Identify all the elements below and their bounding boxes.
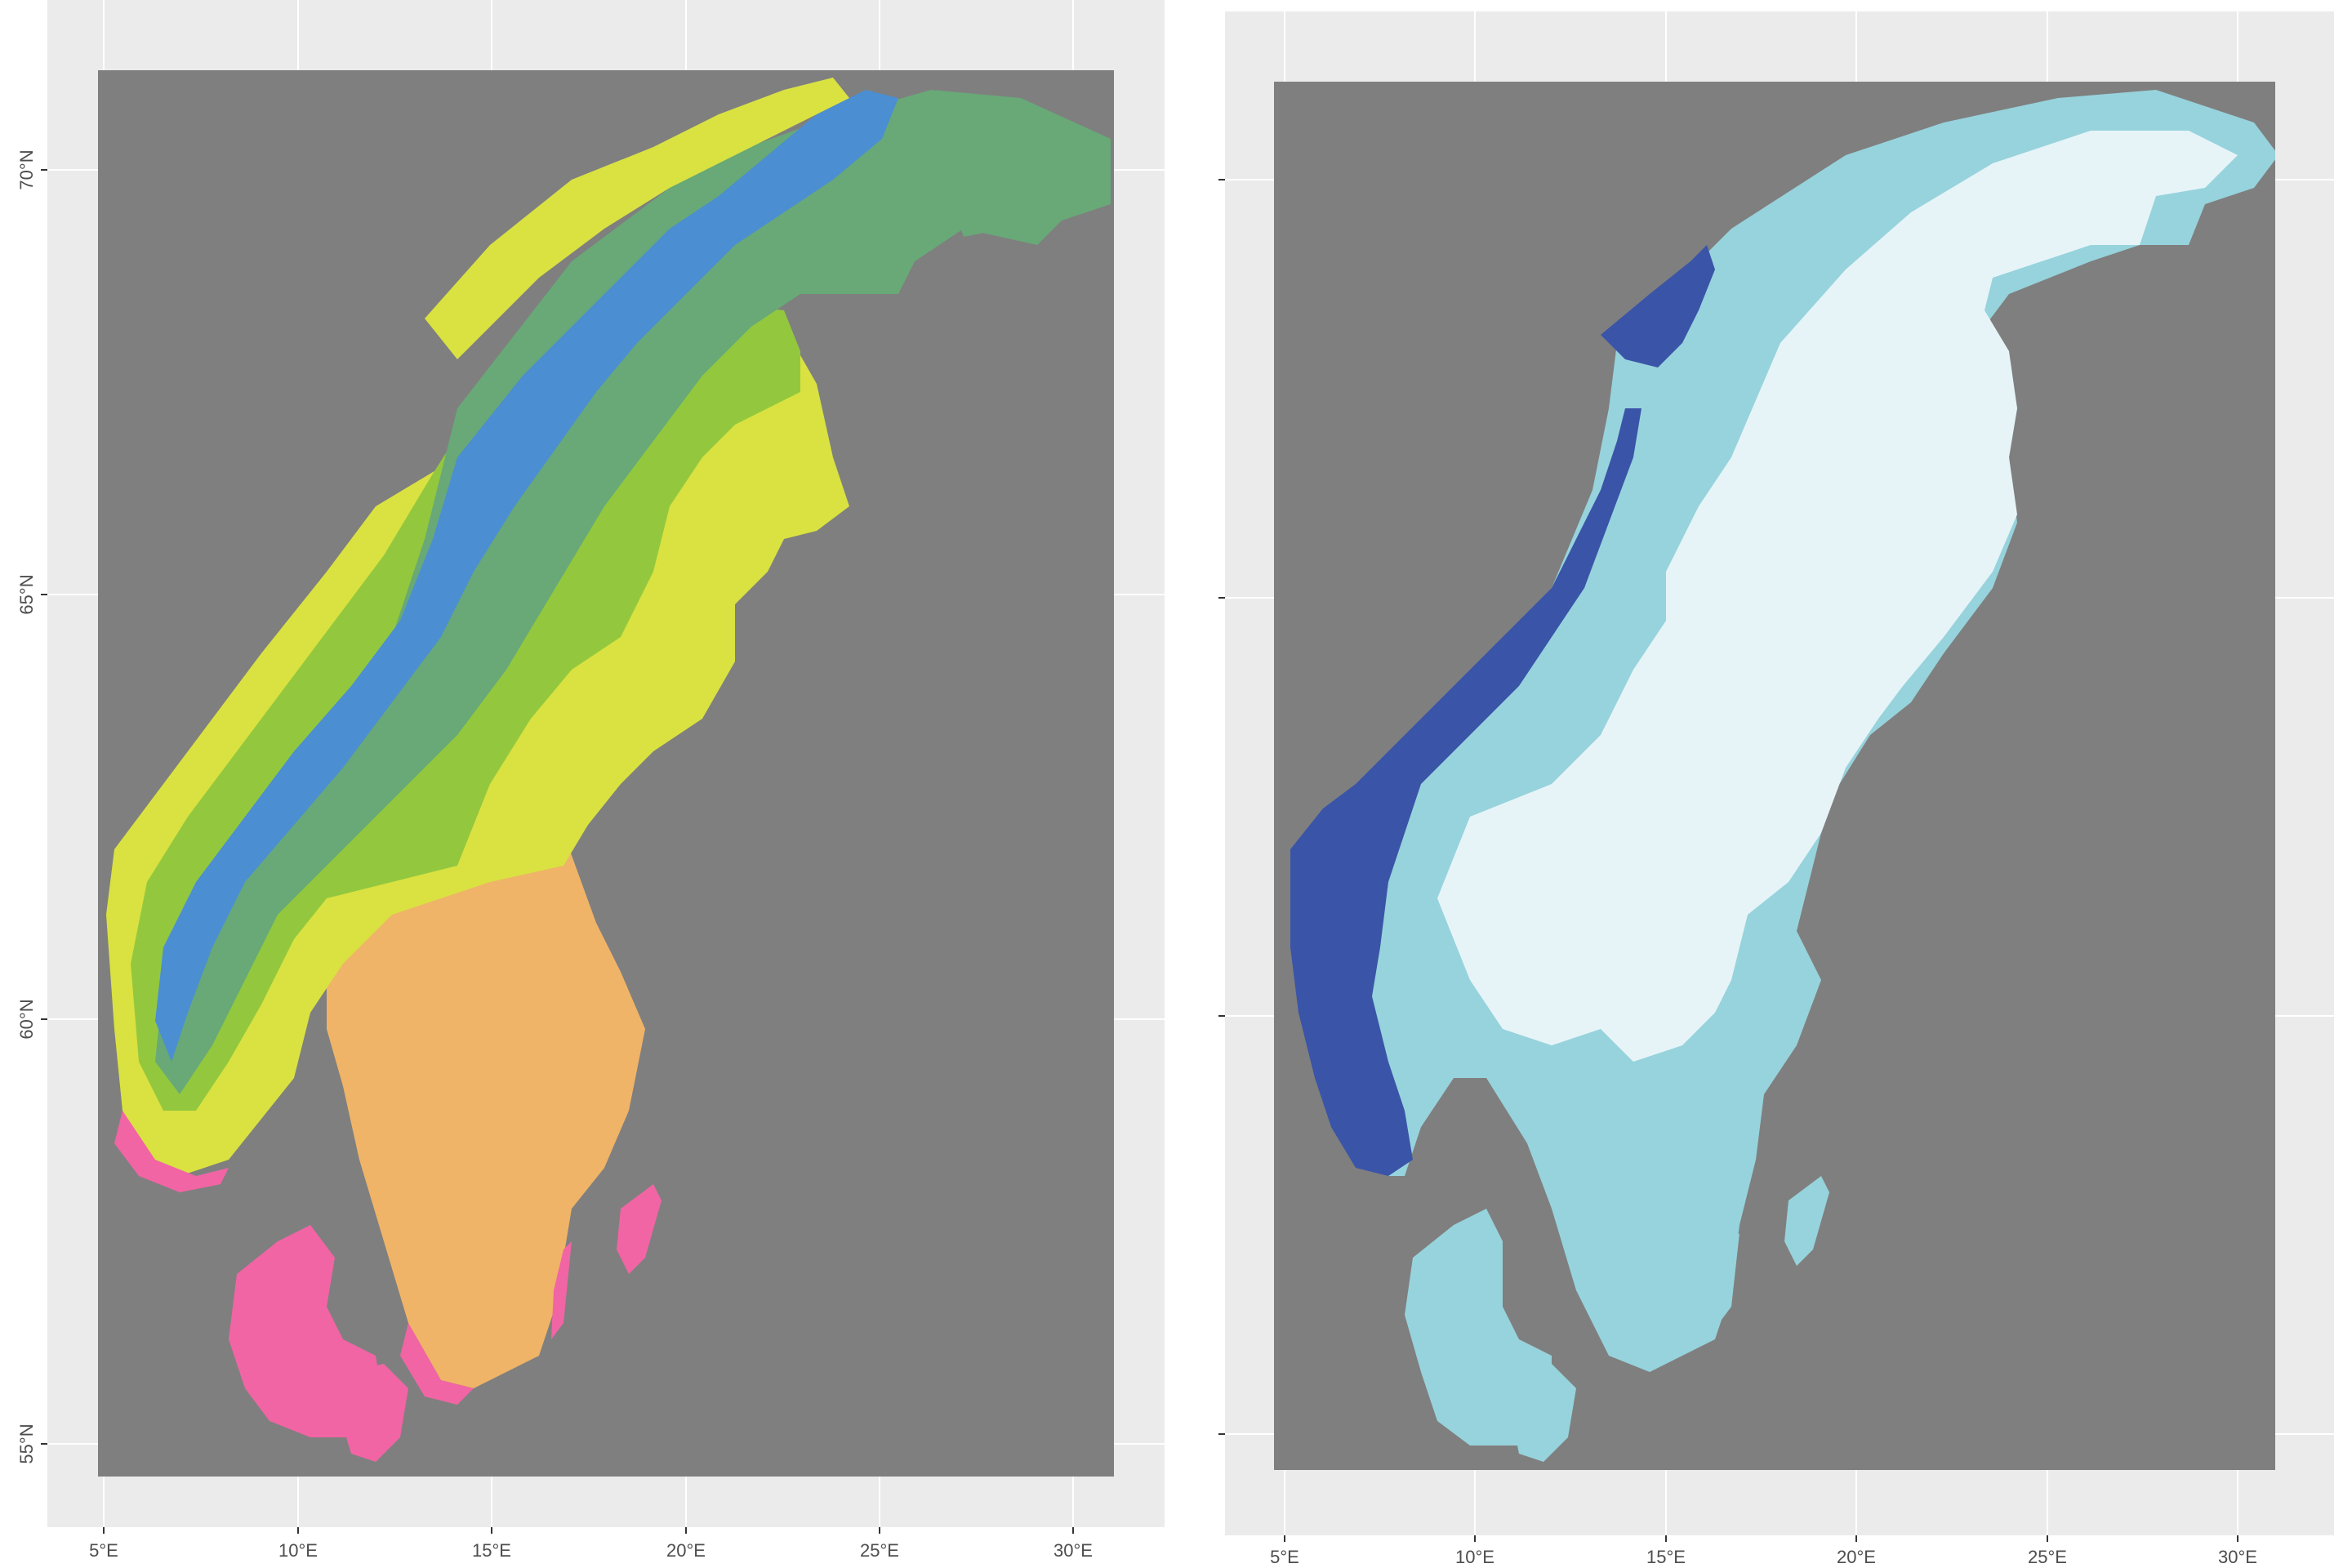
land-oland xyxy=(1719,1233,1740,1323)
x-tick-label: 5°E xyxy=(1270,1547,1299,1567)
land-north-coast xyxy=(425,78,849,359)
x-tick-label: 5°E xyxy=(89,1540,118,1561)
x-tick-label: 20°E xyxy=(666,1540,706,1561)
y-axis-ticks-right xyxy=(1218,179,1225,1435)
x-tick-label: 15°E xyxy=(472,1540,511,1561)
left-map-panel: 5°E 10°E 15°E 20°E 25°E 30°E 55°N 60°N 6… xyxy=(16,0,1165,1561)
y-axis-labels-left: 55°N 60°N 65°N 70°N xyxy=(16,149,37,1463)
land-finnmark xyxy=(939,155,1111,245)
y-tick-label: 55°N xyxy=(16,1423,37,1463)
land-very-light-cyan xyxy=(1437,131,2238,1062)
x-axis-labels-left: 5°E 10°E 15°E 20°E 25°E 30°E xyxy=(89,1540,1093,1561)
land-zealand xyxy=(339,1364,408,1462)
land-oland xyxy=(551,1241,572,1339)
right-map-panel: 5°E 10°E 15°E 20°E 25°E 30°E xyxy=(1218,11,2334,1567)
y-tick-label: 65°N xyxy=(16,574,37,614)
x-tick-label: 30°E xyxy=(1054,1540,1093,1561)
land-denmark xyxy=(1405,1209,1552,1446)
y-tick-label: 70°N xyxy=(16,149,37,189)
scandinavia-raster-left xyxy=(106,78,1111,1462)
x-tick-label: 25°E xyxy=(860,1540,899,1561)
x-tick-label: 10°E xyxy=(278,1540,318,1561)
land-sw-rim xyxy=(114,1111,229,1192)
land-orange xyxy=(327,817,645,1388)
x-axis-ticks-right xyxy=(1284,1535,2238,1542)
land-gotland xyxy=(617,1184,662,1274)
x-tick-label: 30°E xyxy=(2218,1547,2257,1567)
x-tick-label: 10°E xyxy=(1455,1547,1494,1567)
x-axis-ticks-left xyxy=(103,1527,1074,1534)
land-dark-blue-lofoten xyxy=(1601,245,1715,368)
x-axis-labels-right: 5°E 10°E 15°E 20°E 25°E 30°E xyxy=(1270,1547,2257,1567)
x-tick-label: 20°E xyxy=(1837,1547,1876,1567)
scandinavia-raster-right xyxy=(1290,90,2275,1462)
y-axis-ticks-left xyxy=(41,169,47,1445)
x-tick-label: 15°E xyxy=(1646,1547,1686,1567)
y-tick-label: 60°N xyxy=(16,999,37,1039)
land-dark-blue-coast xyxy=(1290,408,1642,1176)
land-gotland xyxy=(1784,1176,1829,1266)
land-zealand xyxy=(1511,1364,1576,1462)
land-skane-rim xyxy=(400,1323,474,1405)
x-tick-label: 25°E xyxy=(2028,1547,2067,1567)
